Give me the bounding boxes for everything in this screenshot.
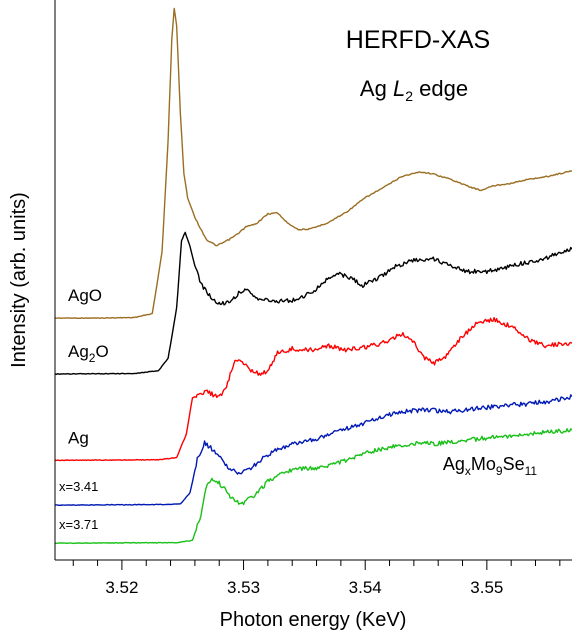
x-tick-label: 3.54 [349,578,382,597]
composition-annotation: AgxMo9Se11 [443,454,538,478]
series-line-x-3-41 [54,394,572,507]
plot-frame [54,0,572,561]
x-ticks: 3.52 3.53 3.54 3.55 [72,560,561,597]
series-label-ago: AgO [68,286,102,305]
series-label-ag: Ag [68,428,89,447]
x-tick-label: 3.55 [470,578,503,597]
y-axis-label: Intensity (arb. units) [8,192,30,368]
chart-subtitle: Ag L2 edge [360,76,468,104]
series-line-x-3-71 [54,428,572,545]
series-labels: AgO Ag2O Ag x=3.41 x=3.71 [59,286,109,532]
series-label-x-3-71: x=3.71 [59,517,98,532]
chart-title: HERFD-XAS [346,26,490,54]
x-axis-label: Photon energy (KeV) [220,609,407,631]
plot-lines [54,7,572,545]
series-line-ag2o [54,231,572,376]
x-tick-label: 3.53 [227,578,260,597]
series-label-x-3-41: x=3.41 [59,479,98,494]
series-label-ag2o: Ag2O [68,342,109,365]
x-tick-label: 3.52 [105,578,138,597]
series-line-ag [54,317,572,462]
series-line-ago [54,7,572,320]
